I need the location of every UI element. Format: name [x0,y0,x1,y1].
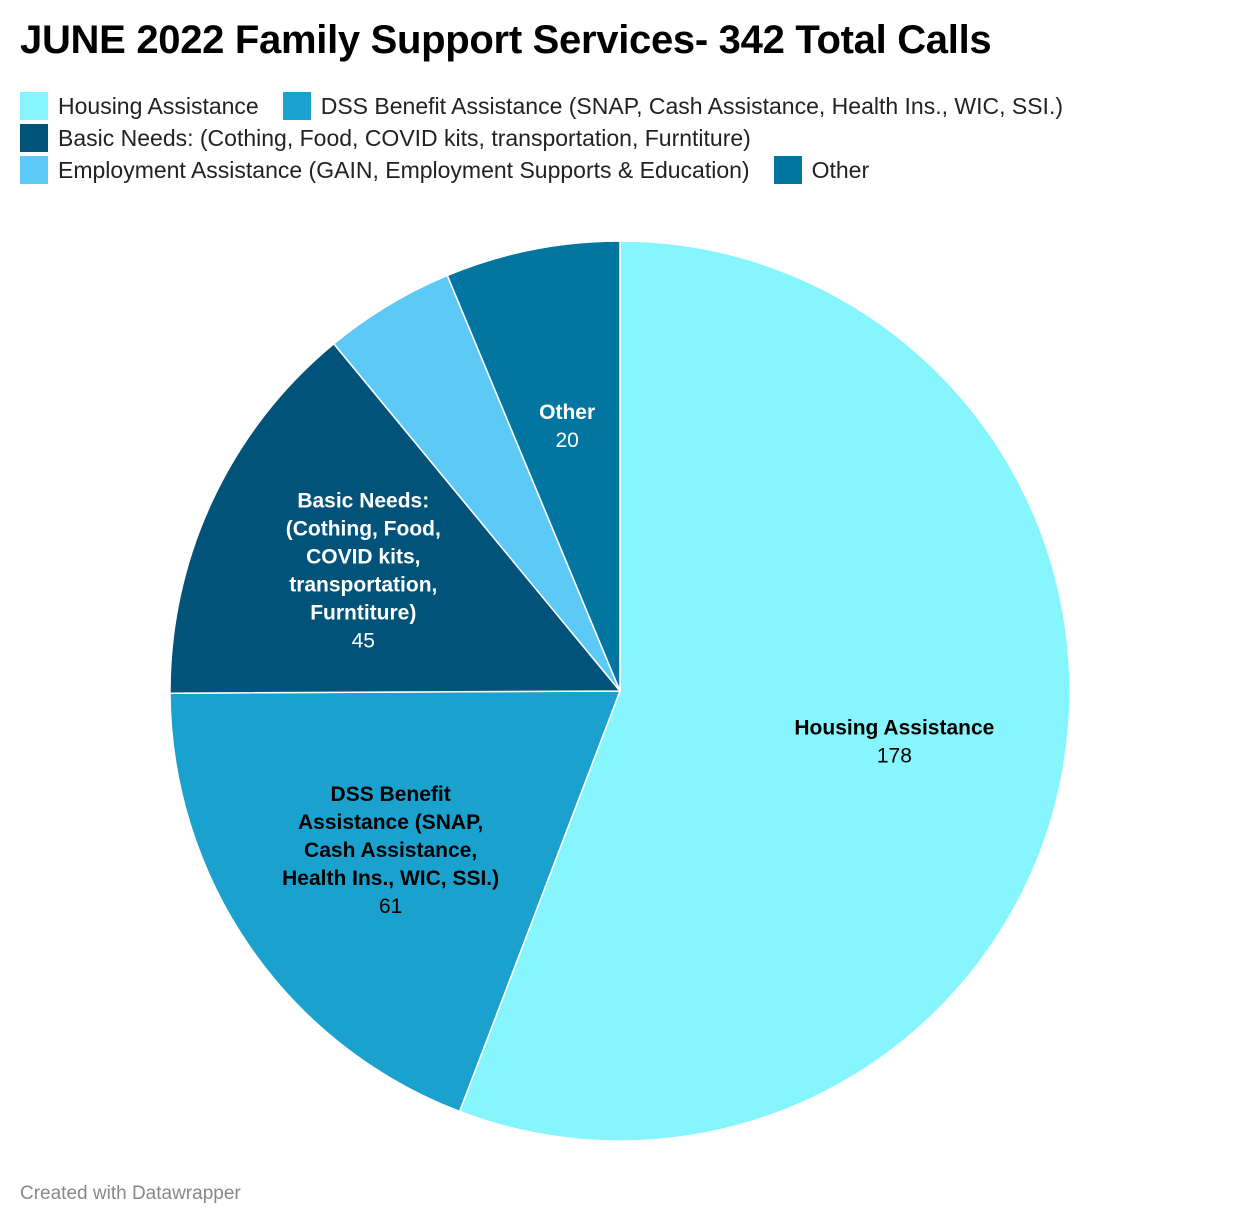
credit-text: Created with Datawrapper [20,1183,241,1204]
slice-label-name: Health Ins., WIC, SSI.) [282,867,499,890]
pie-slice-other [446,240,621,692]
legend-item-basic-needs: Basic Needs: (Cothing, Food, COVID kits,… [20,122,751,154]
slice-label-other: Other 20 [539,401,595,452]
slice-label-name: COVID kits, [306,546,420,569]
slice-label-name: Other [539,401,595,424]
slice-label-dss-benefit: DSS Benefit Assistance (SNAP, Cash Assista… [282,783,499,918]
slice-labels: Housing Assistance 178 DSS Benefit Assistan… [282,401,994,918]
slice-label-name: transportation, [289,574,437,597]
chart-legend: Housing Assistance DSS Benefit Assistanc… [20,90,1220,186]
pie-slice-housing [458,240,1071,1142]
slice-label-name: Basic Needs: [297,490,429,513]
slice-value-label: 61 [379,895,402,918]
slice-label-name: Cash Assistance, [304,839,477,862]
legend-label-basic-needs: Basic Needs: (Cothing, Food, COVID kits,… [58,124,751,151]
slice-label-name: DSS Benefit [331,783,451,806]
legend-label-dss: DSS Benefit Assistance (SNAP, Cash Assis… [320,92,1064,119]
legend-swatch-dss [282,92,311,120]
chart-title: JUNE 2022 Family Support Services- 342 T… [20,18,992,62]
pie-slice-basic-needs [169,342,622,694]
slice-value-label: 20 [555,429,578,452]
legend-item-other: Other [773,154,870,186]
slice-label-name: Housing Assistance [794,717,994,740]
legend-item-employment: Employment Assistance (GAIN, Employment … [20,154,750,186]
legend-label-housing: Housing Assistance [58,92,259,119]
slice-value-label: 178 [877,745,912,768]
legend-label-employment: Employment Assistance (GAIN, Employment … [58,156,750,183]
slice-label-basic-needs: Basic Needs: (Cothing, Food, COVID kits, tr… [286,490,441,653]
pie-slice-dss-benefit [169,690,622,1113]
slice-label-name: Assistance (SNAP, [298,811,483,834]
legend-label-other: Other [811,156,870,183]
slice-value-label: 45 [352,630,375,653]
legend-swatch-basic-needs [20,124,48,152]
slice-label-name: Furntiture) [310,602,416,625]
legend-item-dss: DSS Benefit Assistance (SNAP, Cash Assis… [282,90,1064,122]
slice-label-housing: Housing Assistance 178 [794,717,994,768]
slice-label-name: (Cothing, Food, [286,518,441,541]
legend-swatch-other [773,156,802,184]
legend-swatch-employment [20,156,48,184]
legend-item-housing: Housing Assistance [20,90,259,122]
legend-swatch-housing [20,92,48,120]
